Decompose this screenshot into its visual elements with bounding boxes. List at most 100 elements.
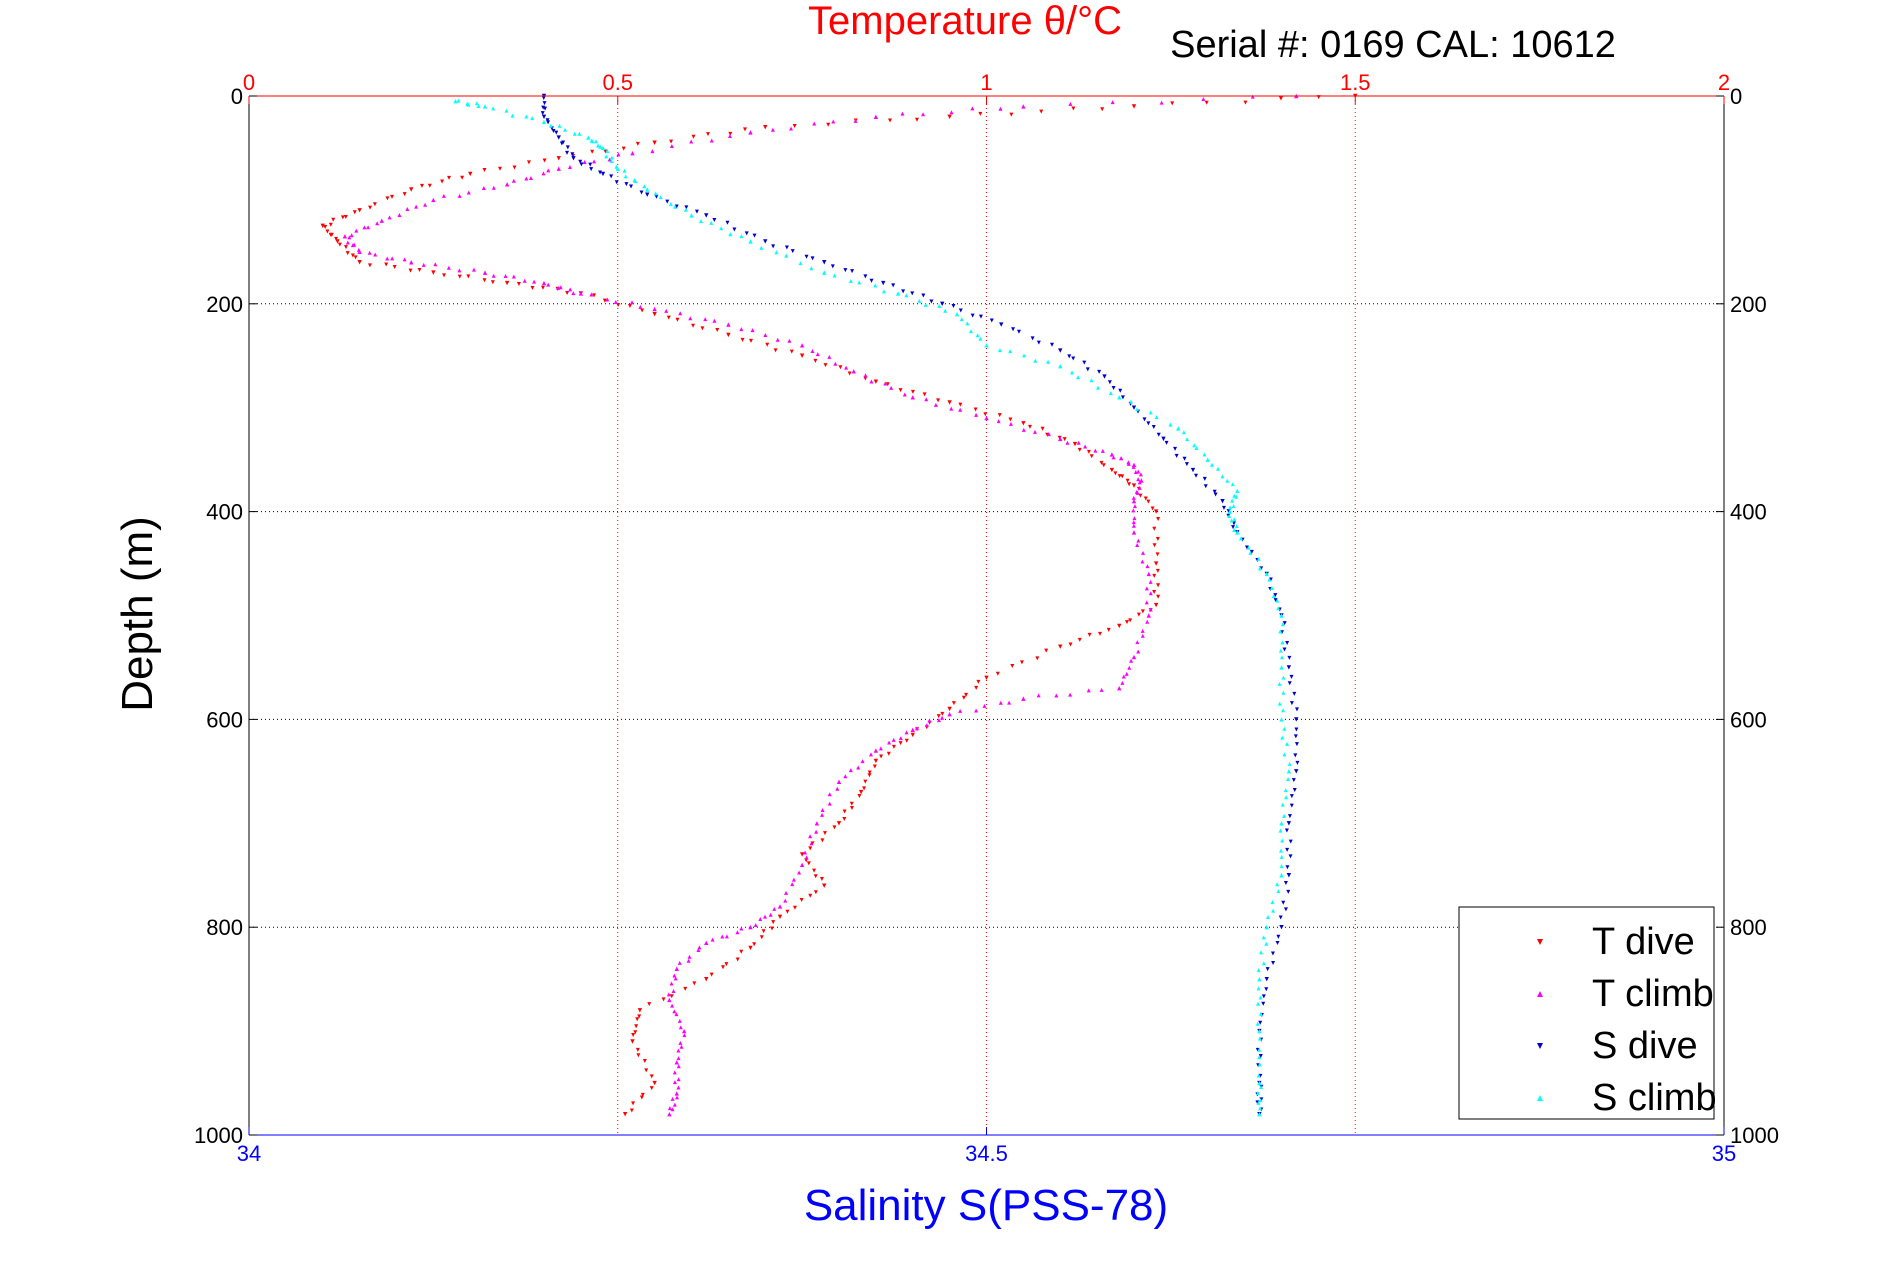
data-point-interp bbox=[677, 1018, 682, 1023]
data-point-interp bbox=[982, 703, 987, 708]
data-point-interp bbox=[367, 250, 372, 255]
data-point-interp bbox=[405, 207, 410, 212]
data-point bbox=[858, 789, 864, 795]
data-point-interp bbox=[709, 972, 714, 977]
data-point-interp bbox=[873, 283, 878, 288]
data-point-interp bbox=[806, 861, 811, 866]
data-point-interp bbox=[667, 1106, 672, 1111]
data-point-interp bbox=[658, 195, 663, 200]
chart-title: Temperature θ/°C bbox=[808, 0, 1122, 43]
data-point bbox=[704, 940, 709, 945]
data-point bbox=[600, 145, 606, 151]
data-point-interp bbox=[1271, 908, 1276, 913]
data-point-interp bbox=[1030, 336, 1035, 341]
data-point-interp bbox=[1283, 881, 1288, 886]
data-point bbox=[984, 675, 989, 681]
data-point bbox=[822, 260, 827, 265]
data-point bbox=[556, 166, 561, 171]
data-point-interp bbox=[1151, 425, 1156, 430]
data-point-interp bbox=[1033, 358, 1038, 363]
data-point-interp bbox=[862, 786, 867, 791]
data-point-interp bbox=[1129, 658, 1134, 663]
data-point-interp bbox=[850, 269, 855, 274]
data-point-interp bbox=[784, 253, 789, 258]
data-point-interp bbox=[1287, 814, 1292, 819]
data-point-interp bbox=[460, 175, 465, 180]
data-point-interp bbox=[826, 122, 831, 127]
data-point-interp bbox=[1257, 566, 1262, 571]
data-point-interp bbox=[1279, 854, 1284, 859]
data-point-interp bbox=[598, 144, 603, 149]
series-s-climb bbox=[453, 98, 1292, 1117]
data-point bbox=[1205, 457, 1210, 462]
data-point-interp bbox=[1082, 360, 1087, 365]
data-point-interp bbox=[589, 292, 594, 297]
data-point-interp bbox=[516, 281, 521, 286]
data-point-interp bbox=[546, 120, 551, 125]
data-point-interp bbox=[1281, 675, 1286, 680]
data-point-interp bbox=[649, 1074, 654, 1079]
data-point-interp bbox=[1228, 505, 1233, 510]
data-point-interp bbox=[975, 333, 980, 338]
data-point-interp bbox=[1101, 463, 1106, 468]
data-point-interp bbox=[672, 1102, 677, 1107]
data-point-interp bbox=[390, 194, 395, 199]
data-point-interp bbox=[1068, 101, 1073, 106]
data-point-interp bbox=[635, 141, 640, 146]
data-point-interp bbox=[1184, 462, 1189, 467]
legend-marker bbox=[1537, 1095, 1543, 1101]
data-point-interp bbox=[664, 308, 669, 313]
data-point bbox=[1058, 436, 1063, 442]
data-point-interp bbox=[1220, 474, 1225, 479]
data-point-interp bbox=[1070, 370, 1075, 375]
data-point-interp bbox=[812, 121, 817, 126]
data-point-interp bbox=[673, 204, 678, 209]
data-point-interp bbox=[1011, 327, 1016, 332]
data-point bbox=[984, 343, 989, 348]
data-point-interp bbox=[1231, 525, 1236, 530]
data-point bbox=[895, 291, 901, 296]
data-point-interp bbox=[1287, 655, 1292, 660]
data-point-interp bbox=[1270, 951, 1275, 956]
data-point-interp bbox=[614, 180, 619, 185]
data-point-interp bbox=[598, 170, 603, 175]
data-point-interp bbox=[433, 262, 438, 267]
data-point bbox=[954, 311, 960, 317]
data-point-interp bbox=[752, 233, 757, 238]
data-point-interp bbox=[1225, 478, 1230, 483]
data-point bbox=[431, 270, 436, 275]
data-point-interp bbox=[1049, 342, 1054, 347]
data-point-interp bbox=[352, 210, 357, 215]
data-point bbox=[1131, 483, 1137, 488]
data-point-interp bbox=[978, 111, 983, 116]
data-point bbox=[947, 400, 952, 405]
data-point-interp bbox=[1182, 456, 1187, 461]
data-point-interp bbox=[843, 774, 848, 779]
data-point-interp bbox=[1258, 1011, 1263, 1016]
data-point-interp bbox=[822, 831, 827, 836]
data-point bbox=[947, 114, 952, 119]
data-point-interp bbox=[1285, 865, 1290, 870]
data-point bbox=[320, 223, 325, 229]
data-point-interp bbox=[808, 846, 813, 851]
data-point bbox=[822, 270, 827, 275]
data-point-interp bbox=[1065, 440, 1070, 445]
data-point-interp bbox=[958, 407, 963, 412]
data-point-interp bbox=[446, 265, 451, 270]
data-point-interp bbox=[1062, 437, 1067, 442]
data-point-interp bbox=[419, 183, 424, 188]
data-point-interp bbox=[1068, 642, 1073, 647]
data-point-interp bbox=[1281, 708, 1286, 713]
data-point bbox=[1286, 665, 1292, 670]
data-point-interp bbox=[1131, 464, 1136, 469]
data-point-interp bbox=[545, 118, 550, 123]
data-point-interp bbox=[1120, 680, 1125, 685]
data-point-interp bbox=[1271, 961, 1276, 966]
data-point-interp bbox=[1124, 620, 1129, 625]
data-point-interp bbox=[423, 202, 428, 207]
data-point-interp bbox=[491, 185, 496, 190]
legend: T dive T climb S dive S climb bbox=[1458, 906, 1717, 1120]
data-point-interp bbox=[397, 213, 402, 218]
data-point-interp bbox=[353, 255, 358, 260]
data-point-interp bbox=[372, 202, 377, 207]
